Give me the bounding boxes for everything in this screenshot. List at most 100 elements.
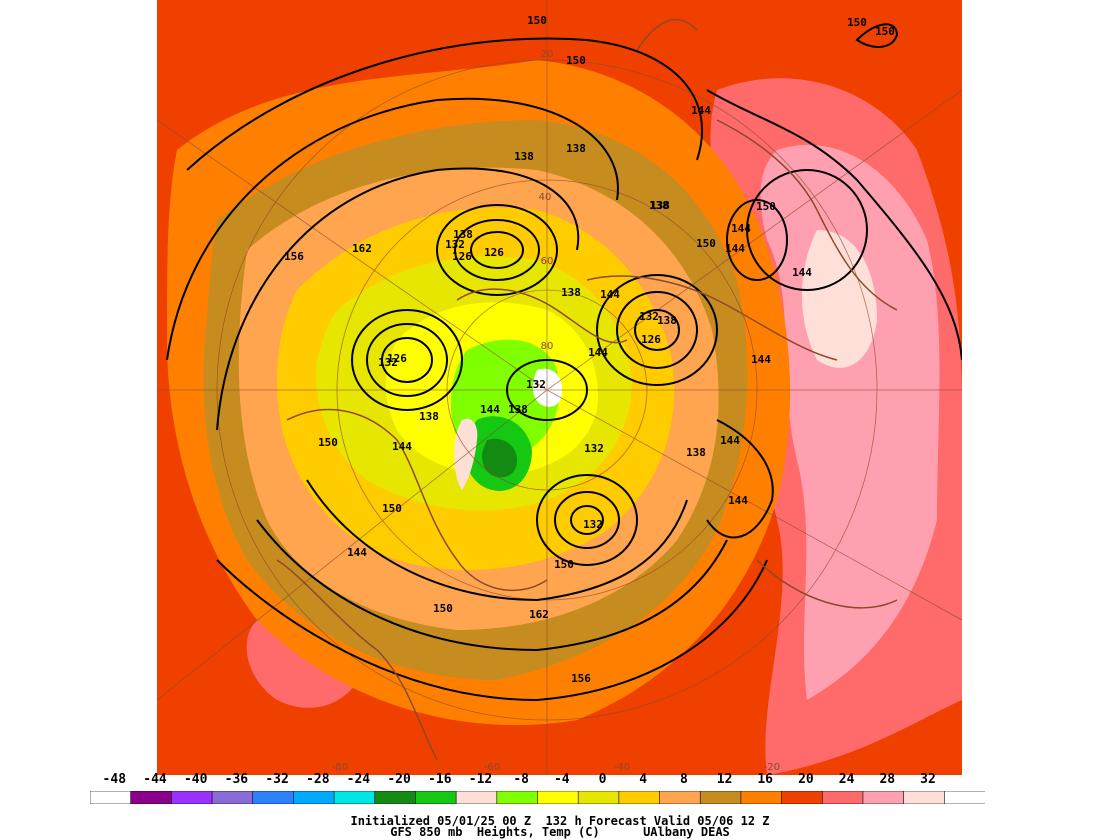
height-label: 132 [639, 310, 659, 323]
colorbar-tick-label: 24 [838, 772, 855, 787]
colorbar-tick-label: -24 [346, 772, 371, 787]
graticule-label: 20 [541, 49, 554, 60]
colorbar-swatch [903, 791, 946, 804]
colorbar-swatch [496, 791, 539, 804]
height-label: 156 [571, 672, 591, 685]
colorbar-tick-label: -40 [183, 772, 208, 787]
graticule-label: 40 [539, 192, 552, 203]
map-canvas: 150 150 150 150 144 138 138 138 138 132 … [157, 0, 962, 775]
colorbar-tick-label: 28 [879, 772, 896, 787]
graticule-label: -80 [332, 762, 348, 773]
colorbar-swatch [821, 791, 864, 804]
height-label: 132 [526, 378, 546, 391]
height-label: 144 [392, 440, 412, 453]
height-label: 126 [641, 333, 661, 346]
height-label: 162 [529, 608, 549, 621]
colorbar-swatch [781, 791, 824, 804]
height-label: 144 [691, 104, 711, 117]
height-label: 150 [847, 16, 867, 29]
colorbar-swatch [211, 791, 254, 804]
colorbar-swatch [293, 791, 335, 804]
forecast-map: 150 150 150 150 144 138 138 138 138 132 … [157, 0, 962, 775]
colorbar-tick-label: 20 [798, 772, 814, 787]
height-label: 144 [480, 403, 500, 416]
height-label: 138 [657, 314, 677, 327]
height-label: 126 [484, 246, 504, 259]
height-label: 144 [725, 242, 745, 255]
colorbar-tick-label: -32 [265, 772, 289, 787]
height-label: 138 [686, 446, 706, 459]
colorbar-swatch [252, 791, 295, 804]
height-label: 138 [419, 410, 439, 423]
height-label: 144 [731, 222, 751, 235]
height-label: 144 [588, 346, 608, 359]
colorbar-swatch [333, 791, 376, 804]
height-label: 162 [352, 242, 372, 255]
colorbar-swatch [415, 791, 457, 804]
footer-line-1: Initialized 05/01/25 00 Z 132 h Forecast… [350, 814, 770, 828]
colorbar-swatch [90, 791, 132, 804]
temperature-shading [167, 60, 962, 775]
colorbar-tick-label: -20 [387, 772, 411, 787]
height-label: 132 [583, 518, 603, 531]
colorbar-tick-label: -4 [553, 772, 570, 787]
colorbar-tick-label: -36 [224, 772, 249, 787]
height-label: 138 [649, 199, 669, 212]
height-label: 150 [566, 54, 586, 67]
colorbar-swatch [699, 791, 742, 804]
colorbar-swatch [659, 791, 702, 804]
height-labels: 150 150 150 150 144 138 138 138 138 132 … [284, 14, 895, 685]
temperature-colorbar [90, 791, 985, 804]
colorbar-swatch [618, 791, 661, 804]
height-contours [166, 23, 962, 702]
height-label: 144 [720, 434, 740, 447]
height-label: 138 [508, 403, 528, 416]
colorbar-tick-label: -28 [306, 772, 330, 787]
colorbar-swatch [862, 791, 905, 804]
colorbar-swatch [171, 791, 213, 804]
colorbar-swatch [944, 791, 985, 804]
height-label: 138 [561, 286, 581, 299]
colorbar-swatch [740, 791, 783, 804]
height-label: 126 [387, 352, 407, 365]
height-label: 126 [452, 250, 472, 263]
height-label: 150 [696, 237, 716, 250]
graticule-label: 80 [541, 341, 554, 352]
height-label: 132 [584, 442, 604, 455]
colorbar-tick-label: -48 [102, 772, 127, 787]
footer-line-2: GFS 850 mb Heights, Temp (C) UAlbany DEA… [390, 825, 730, 839]
graticule-label: -20 [764, 762, 780, 773]
colorbar-tick-label: 8 [679, 772, 688, 787]
height-label: 150 [756, 200, 776, 213]
colorbar-swatch [374, 791, 417, 804]
colorbar-tick-label: -16 [428, 772, 452, 787]
height-label: 138 [453, 228, 473, 241]
graticule-label: 60 [541, 256, 554, 267]
coastlines [276, 19, 898, 761]
height-label: 144 [347, 546, 367, 559]
height-label: 150 [554, 558, 574, 571]
graticule-labels: 20 40 60 80 -80 -60 -40 -20 [332, 49, 780, 773]
colorbar-swatch [577, 791, 620, 804]
colorbar-tick-label: 16 [757, 772, 774, 787]
colorbar-tick-label: -8 [513, 772, 530, 787]
colorbar-tick-label: -12 [468, 772, 493, 787]
colorbar-tick-label: 0 [598, 772, 607, 787]
height-label: 150 [433, 602, 453, 615]
colorbar-swatch [455, 791, 498, 804]
colorbar-tick-label: -44 [143, 772, 167, 787]
height-label: 132 [445, 238, 465, 251]
colorbar-tick-label: 12 [716, 772, 733, 787]
colorbar-swatch [537, 791, 579, 804]
height-label: 138 [566, 142, 586, 155]
graticule-label: -40 [614, 762, 630, 773]
height-label: 156 [284, 250, 304, 263]
height-label: 144 [792, 266, 812, 279]
height-label: 144 [751, 353, 771, 366]
colorbar-tick-label: 4 [639, 772, 648, 787]
colorbar-tick-label: 32 [920, 772, 936, 787]
height-label: 144 [600, 288, 620, 301]
height-label: 132 [378, 356, 398, 369]
height-label: 150 [527, 14, 547, 27]
colorbar-swatch [130, 791, 173, 804]
